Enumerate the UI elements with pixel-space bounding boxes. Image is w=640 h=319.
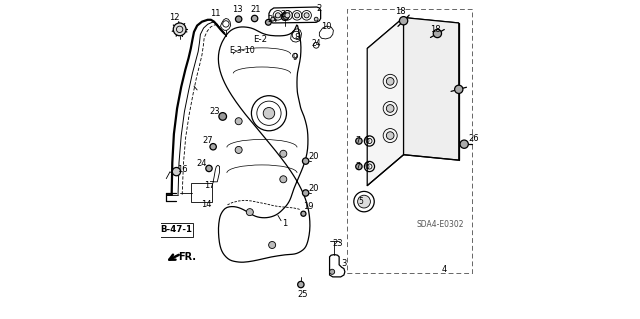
Polygon shape — [367, 18, 404, 186]
Text: 19: 19 — [303, 202, 314, 211]
Circle shape — [280, 150, 287, 157]
Circle shape — [298, 281, 304, 288]
Circle shape — [263, 108, 275, 119]
Circle shape — [358, 195, 371, 208]
Circle shape — [303, 190, 309, 196]
Circle shape — [303, 158, 309, 164]
Circle shape — [356, 163, 362, 170]
Text: 14: 14 — [202, 200, 212, 209]
Circle shape — [235, 146, 242, 153]
Text: 24: 24 — [311, 39, 321, 48]
Text: 23: 23 — [333, 239, 344, 248]
Text: 20: 20 — [308, 184, 319, 193]
Circle shape — [399, 17, 408, 25]
Text: SDA4-E0302: SDA4-E0302 — [417, 220, 465, 229]
Circle shape — [304, 13, 309, 18]
Circle shape — [252, 15, 258, 22]
Circle shape — [280, 176, 287, 183]
Text: 26: 26 — [468, 134, 479, 143]
Text: 18: 18 — [396, 7, 406, 16]
Circle shape — [460, 140, 468, 148]
Circle shape — [219, 113, 227, 120]
Circle shape — [281, 13, 289, 20]
Circle shape — [294, 13, 300, 18]
Text: 12: 12 — [169, 13, 179, 22]
Circle shape — [210, 144, 216, 150]
Text: 23: 23 — [209, 107, 220, 116]
Text: 24: 24 — [196, 159, 207, 168]
Text: E-3-10: E-3-10 — [229, 46, 255, 55]
Text: 10: 10 — [321, 22, 332, 31]
Text: 25: 25 — [298, 290, 308, 299]
Circle shape — [236, 16, 242, 22]
Text: 20: 20 — [308, 152, 319, 161]
Text: 21: 21 — [250, 5, 261, 14]
Text: 4: 4 — [441, 265, 446, 274]
Text: 8: 8 — [294, 33, 300, 42]
Circle shape — [330, 269, 335, 274]
Text: B-47-1: B-47-1 — [161, 225, 193, 234]
Circle shape — [269, 241, 276, 249]
Circle shape — [173, 23, 186, 36]
Circle shape — [387, 78, 394, 85]
Text: 2: 2 — [316, 4, 321, 13]
Circle shape — [454, 85, 463, 93]
Text: 11: 11 — [210, 9, 221, 18]
Circle shape — [235, 118, 242, 125]
Text: 13: 13 — [232, 5, 243, 14]
Text: 1: 1 — [282, 219, 287, 228]
Polygon shape — [404, 18, 459, 160]
Circle shape — [285, 13, 290, 18]
Text: 6: 6 — [365, 162, 370, 171]
Circle shape — [314, 17, 318, 21]
Text: 6: 6 — [365, 137, 370, 145]
Circle shape — [387, 105, 394, 112]
Circle shape — [433, 29, 442, 38]
Text: 7: 7 — [355, 162, 360, 171]
Text: FR.: FR. — [178, 252, 196, 262]
Text: 27: 27 — [202, 137, 213, 145]
Circle shape — [246, 209, 253, 216]
Text: 16: 16 — [177, 165, 188, 174]
Circle shape — [387, 132, 394, 139]
Text: 22: 22 — [280, 10, 291, 19]
Circle shape — [301, 211, 306, 216]
Text: 7: 7 — [355, 137, 360, 145]
Circle shape — [266, 19, 271, 25]
Text: 9: 9 — [292, 53, 298, 62]
Text: 17: 17 — [204, 181, 214, 190]
Circle shape — [356, 138, 362, 144]
Circle shape — [172, 167, 180, 176]
Text: 5: 5 — [358, 197, 364, 206]
Circle shape — [271, 17, 275, 21]
Text: 18: 18 — [430, 25, 441, 34]
Circle shape — [275, 13, 280, 18]
Circle shape — [206, 165, 212, 172]
Text: 3: 3 — [341, 259, 347, 268]
Text: E-2: E-2 — [253, 35, 267, 44]
Text: 24: 24 — [268, 15, 278, 24]
